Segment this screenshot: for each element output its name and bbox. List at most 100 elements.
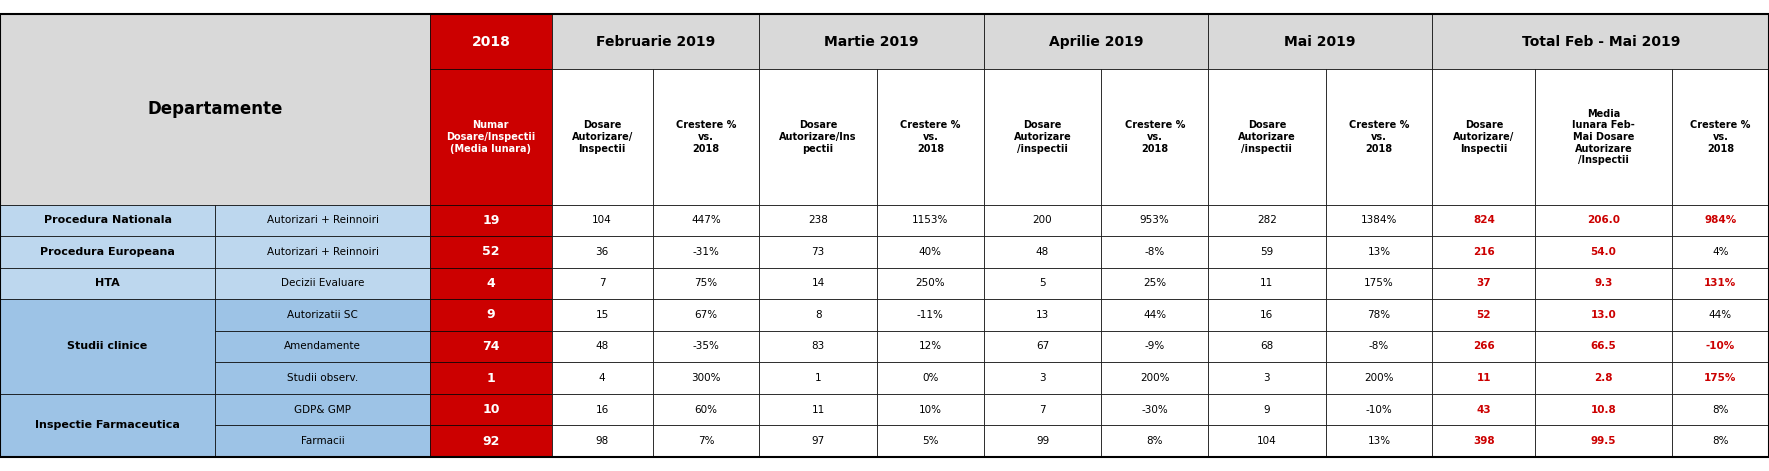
Bar xyxy=(1672,204,1769,236)
Text: -31%: -31% xyxy=(692,247,720,257)
Bar xyxy=(0,394,216,457)
Text: Dosare
Autorizare
/inspectii: Dosare Autorizare /inspectii xyxy=(1014,121,1072,154)
Bar xyxy=(552,331,653,362)
Text: 68: 68 xyxy=(1260,341,1274,351)
Bar xyxy=(877,394,984,425)
Bar xyxy=(1672,299,1769,331)
Bar xyxy=(1208,425,1325,457)
Text: Dosare
Autorizare
/inspectii: Dosare Autorizare /inspectii xyxy=(1238,121,1295,154)
Text: 52: 52 xyxy=(483,245,499,258)
Text: 13%: 13% xyxy=(1367,436,1390,446)
Text: 11: 11 xyxy=(812,405,824,414)
Text: 4: 4 xyxy=(486,277,495,290)
Text: 7: 7 xyxy=(1038,405,1045,414)
Bar xyxy=(653,236,759,268)
Bar xyxy=(1535,204,1672,236)
Text: Crestere %
vs.
2018: Crestere % vs. 2018 xyxy=(1689,121,1751,154)
Text: 11: 11 xyxy=(1260,278,1274,288)
Text: 2018: 2018 xyxy=(471,35,509,49)
Text: 13%: 13% xyxy=(1367,247,1390,257)
Bar xyxy=(1102,394,1208,425)
Text: Dosare
Autorizare/
Inspectii: Dosare Autorizare/ Inspectii xyxy=(571,121,633,154)
Bar xyxy=(430,362,552,394)
Text: 7%: 7% xyxy=(697,436,715,446)
Bar xyxy=(1535,425,1672,457)
Bar xyxy=(877,69,984,204)
Text: 59: 59 xyxy=(1260,247,1274,257)
Text: -8%: -8% xyxy=(1145,247,1164,257)
Bar xyxy=(984,236,1102,268)
Bar xyxy=(1433,69,1535,204)
Text: Numar
Dosare/Inspectii
(Media lunara): Numar Dosare/Inspectii (Media lunara) xyxy=(446,121,536,154)
Bar xyxy=(552,204,653,236)
Text: Departamente: Departamente xyxy=(147,100,283,118)
Text: 250%: 250% xyxy=(916,278,945,288)
Text: 92: 92 xyxy=(483,435,499,447)
Bar xyxy=(1433,14,1769,69)
Bar xyxy=(1208,69,1325,204)
Text: 67%: 67% xyxy=(695,310,718,320)
Text: Februarie 2019: Februarie 2019 xyxy=(596,35,715,49)
Bar xyxy=(0,204,216,236)
Text: 447%: 447% xyxy=(692,215,720,225)
Text: 238: 238 xyxy=(808,215,828,225)
Bar xyxy=(877,299,984,331)
Text: -9%: -9% xyxy=(1145,341,1164,351)
Text: 9: 9 xyxy=(1263,405,1270,414)
Bar xyxy=(1325,425,1433,457)
Bar xyxy=(984,425,1102,457)
Bar xyxy=(877,425,984,457)
Text: -30%: -30% xyxy=(1141,405,1168,414)
Bar xyxy=(1102,362,1208,394)
Text: 216: 216 xyxy=(1474,247,1495,257)
Bar xyxy=(759,299,877,331)
Text: Crestere %
vs.
2018: Crestere % vs. 2018 xyxy=(1125,121,1185,154)
Text: 8%: 8% xyxy=(1146,436,1162,446)
Text: Martie 2019: Martie 2019 xyxy=(824,35,918,49)
Bar xyxy=(984,331,1102,362)
Text: 4: 4 xyxy=(600,373,605,383)
Text: 60%: 60% xyxy=(695,405,718,414)
Bar xyxy=(430,299,552,331)
Bar xyxy=(552,14,759,69)
Bar xyxy=(552,362,653,394)
Text: Dosare
Autorizare/Ins
pectii: Dosare Autorizare/Ins pectii xyxy=(780,121,856,154)
Text: 1153%: 1153% xyxy=(913,215,948,225)
Text: 36: 36 xyxy=(596,247,609,257)
Text: 14: 14 xyxy=(812,278,824,288)
Bar xyxy=(430,236,552,268)
Bar xyxy=(1672,362,1769,394)
Text: 48: 48 xyxy=(596,341,609,351)
Bar xyxy=(759,69,877,204)
Bar xyxy=(1672,69,1769,204)
Bar xyxy=(430,394,552,425)
Bar xyxy=(877,268,984,299)
Text: 97: 97 xyxy=(812,436,824,446)
Bar xyxy=(1325,331,1433,362)
Bar xyxy=(877,236,984,268)
Bar xyxy=(1433,299,1535,331)
Bar xyxy=(1102,204,1208,236)
Text: Crestere %
vs.
2018: Crestere % vs. 2018 xyxy=(1350,121,1410,154)
Bar xyxy=(1208,394,1325,425)
Text: 4%: 4% xyxy=(1712,247,1728,257)
Bar xyxy=(216,394,430,425)
Text: 175%: 175% xyxy=(1364,278,1394,288)
Text: 7: 7 xyxy=(600,278,605,288)
Bar xyxy=(1672,394,1769,425)
Bar xyxy=(653,268,759,299)
Bar xyxy=(1535,299,1672,331)
Bar xyxy=(759,204,877,236)
Bar xyxy=(1208,268,1325,299)
Bar xyxy=(1208,299,1325,331)
Text: -11%: -11% xyxy=(916,310,943,320)
Text: 206.0: 206.0 xyxy=(1587,215,1620,225)
Text: -10%: -10% xyxy=(1705,341,1735,351)
Text: 25%: 25% xyxy=(1143,278,1166,288)
Bar xyxy=(216,268,430,299)
Bar xyxy=(877,204,984,236)
Bar xyxy=(1325,299,1433,331)
Bar xyxy=(430,268,552,299)
Text: 824: 824 xyxy=(1474,215,1495,225)
Text: 99.5: 99.5 xyxy=(1590,436,1617,446)
